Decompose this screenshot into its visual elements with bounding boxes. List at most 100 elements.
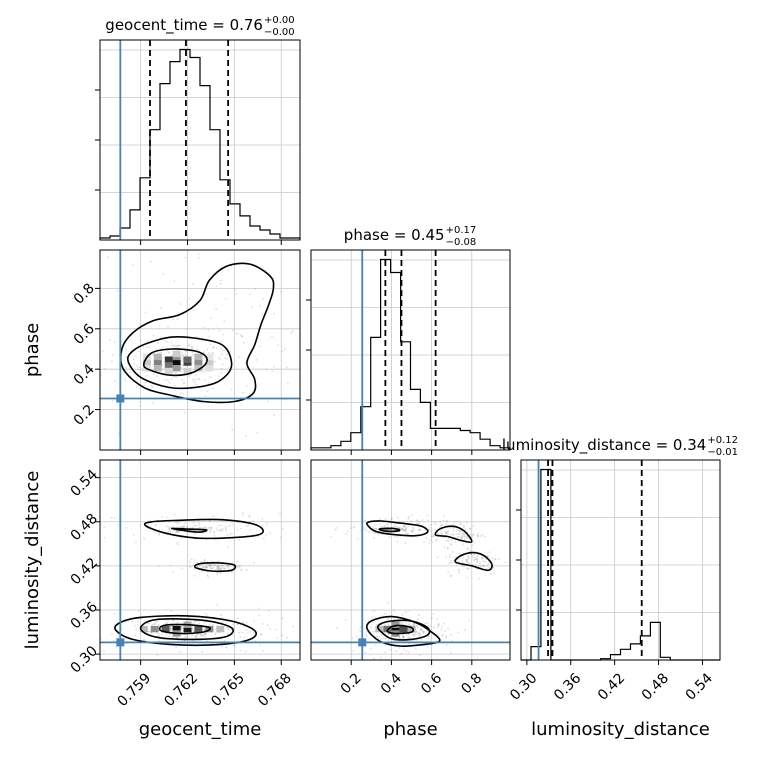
scatter-point <box>173 344 176 347</box>
scatter-point <box>217 524 220 527</box>
panel-2-1 <box>310 459 516 661</box>
scatter-point <box>404 529 407 531</box>
scatter-point <box>466 561 468 563</box>
scatter-point <box>167 530 170 533</box>
scatter-point <box>202 634 204 636</box>
scatter-point <box>433 626 435 629</box>
contour-line <box>158 623 212 635</box>
scatter-point <box>373 630 375 633</box>
scatter-point <box>213 531 216 534</box>
x-tick-label: 0.765 <box>208 670 248 710</box>
scatter-point <box>249 293 252 296</box>
scatter-point <box>184 522 187 524</box>
scatter-point <box>183 524 186 526</box>
scatter-point <box>482 565 485 567</box>
density-cell <box>183 367 192 375</box>
scatter-point <box>198 521 200 524</box>
scatter-point <box>482 564 485 567</box>
panel-title-phase: phase = 0.45 +0.17−0.08 <box>344 225 476 248</box>
scatter-point <box>254 287 257 290</box>
scatter-point <box>451 640 454 642</box>
scatter-point <box>476 561 479 564</box>
scatter-point <box>204 622 206 624</box>
scatter-point <box>386 529 388 531</box>
scatter-point <box>241 335 243 338</box>
scatter-point <box>387 639 390 642</box>
scatter-point <box>375 527 377 530</box>
scatter-point <box>220 564 223 567</box>
scatter-point <box>208 528 210 531</box>
scatter-point <box>93 267 95 269</box>
scatter-point <box>412 623 415 626</box>
scatter-point <box>236 560 239 563</box>
histogram-bar <box>140 178 150 240</box>
scatter-point <box>104 368 106 370</box>
histogram-bar <box>210 130 220 240</box>
scatter-point <box>399 622 402 625</box>
scatter-point <box>169 627 172 630</box>
scatter-point <box>421 629 423 631</box>
scatter-point <box>129 371 132 373</box>
scatter-point <box>386 529 389 531</box>
scatter-point <box>468 562 471 565</box>
scatter-point <box>194 379 197 382</box>
scatter-point <box>403 525 406 528</box>
scatter-point <box>221 645 224 648</box>
scatter-point <box>220 279 222 282</box>
scatter-point <box>164 379 167 381</box>
scatter-point <box>191 639 194 642</box>
density-cell <box>161 625 170 633</box>
scatter-point <box>450 543 452 545</box>
scatter-point <box>172 318 174 320</box>
scatter-point <box>514 575 516 577</box>
scatter-point <box>403 636 405 639</box>
scatter-point <box>487 561 490 564</box>
scatter-point <box>302 619 304 621</box>
scatter-point <box>450 559 453 562</box>
scatter-point <box>265 368 268 371</box>
scatter-point <box>445 556 447 559</box>
scatter-point <box>161 515 164 518</box>
scatter-point <box>181 352 184 354</box>
scatter-point <box>236 528 239 531</box>
scatter-point <box>416 519 419 522</box>
scatter-point <box>167 350 169 353</box>
scatter-point <box>160 307 162 309</box>
scatter-point <box>225 647 228 649</box>
scatter-point <box>407 623 410 625</box>
scatter-point <box>413 634 416 637</box>
scatter-point <box>191 354 194 357</box>
scatter-point <box>429 625 431 627</box>
scatter-point <box>458 535 461 538</box>
scatter-point <box>414 633 417 636</box>
scatter-point <box>188 343 191 346</box>
scatter-point <box>135 628 137 631</box>
scatter-point <box>383 637 386 640</box>
scatter-point <box>455 533 458 536</box>
scatter-point <box>255 359 258 361</box>
scatter-point <box>247 524 250 527</box>
x-axis-label: geocent_time <box>139 719 262 740</box>
scatter-point <box>208 623 211 626</box>
scatter-point <box>191 347 193 350</box>
scatter-point <box>191 351 194 354</box>
scatter-point <box>174 531 177 534</box>
scatter-point <box>139 524 141 527</box>
scatter-point <box>177 521 180 524</box>
scatter-point <box>473 559 476 562</box>
scatter-point <box>469 533 472 535</box>
scatter-point <box>216 603 219 606</box>
scatter-point <box>218 568 221 570</box>
scatter-point <box>387 523 389 525</box>
scatter-point <box>137 369 140 371</box>
scatter-point <box>169 627 172 629</box>
scatter-point <box>273 277 275 280</box>
scatter-point <box>415 519 418 522</box>
scatter-point <box>437 533 440 535</box>
scatter-point <box>160 336 162 339</box>
scatter-point <box>251 305 254 308</box>
scatter-point <box>181 360 184 363</box>
scatter-point <box>415 647 417 650</box>
scatter-point <box>153 530 155 533</box>
y-tick-label: 0.6 <box>71 321 98 348</box>
